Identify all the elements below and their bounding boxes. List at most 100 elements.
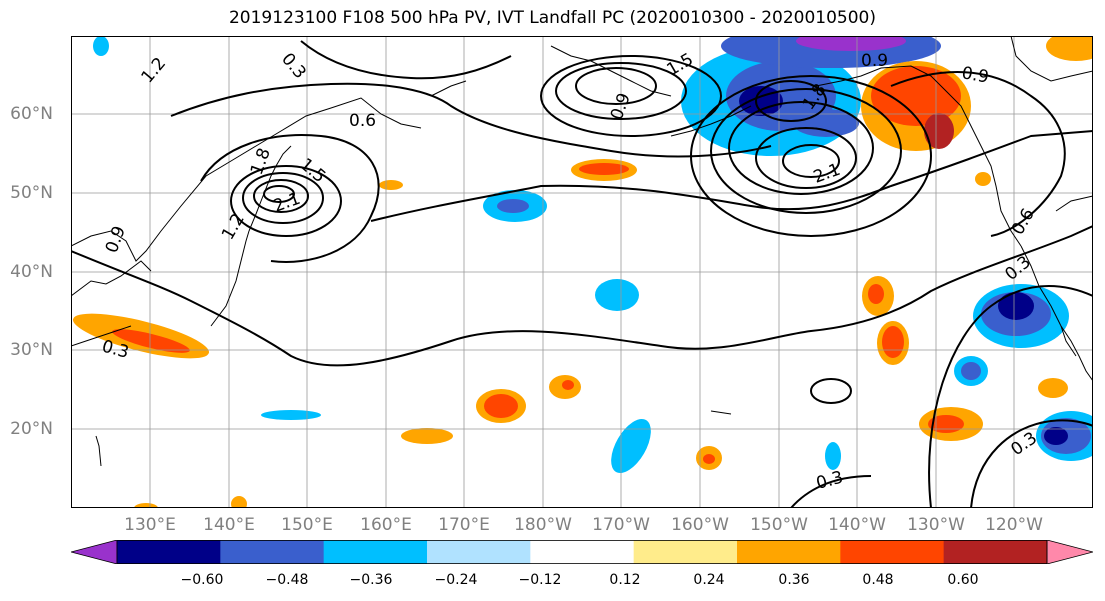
pv-contour-ring bbox=[263, 185, 295, 203]
colorbar-tick-label: −0.60 bbox=[180, 572, 224, 588]
negative-anomaly-patch bbox=[261, 410, 321, 420]
lon-label: 140°E bbox=[203, 515, 255, 535]
pv-contours bbox=[71, 40, 1093, 508]
colorbar-segment bbox=[633, 540, 738, 564]
contour-label: 0.3 bbox=[814, 468, 845, 494]
colorbar bbox=[71, 540, 1093, 564]
colorbar-tick-label: −0.36 bbox=[349, 572, 393, 588]
colorbar-extend-max bbox=[1046, 540, 1093, 564]
positive-anomaly-patch bbox=[562, 380, 574, 390]
lon-label: 180°W bbox=[514, 515, 572, 535]
colorbar-segment bbox=[943, 540, 1048, 564]
shaded-anomalies bbox=[72, 36, 1093, 508]
positive-anomaly-patch bbox=[1038, 378, 1068, 398]
positive-anomaly-patch bbox=[401, 428, 453, 444]
contour-label: 1.2 bbox=[218, 210, 249, 243]
pv-contour-ring bbox=[755, 127, 857, 189]
colorbar-tick-label: 0.48 bbox=[862, 572, 894, 588]
lon-label: 170°W bbox=[592, 515, 650, 535]
negative-anomaly-patch bbox=[825, 442, 841, 470]
colorbar-segment bbox=[530, 540, 635, 564]
colorbar-segment bbox=[323, 540, 428, 564]
negative-anomaly-patch bbox=[961, 362, 981, 380]
lat-label: 60°N bbox=[10, 104, 53, 124]
colorbar-tick-label: 0.60 bbox=[947, 572, 979, 588]
lon-label: 160°E bbox=[360, 515, 412, 535]
contour-label: 0.3 bbox=[277, 49, 310, 83]
lat-label: 30°N bbox=[10, 340, 53, 360]
pv-contour-ring bbox=[253, 179, 309, 213]
positive-anomaly-patch bbox=[1046, 36, 1093, 61]
positive-anomaly-patch bbox=[484, 394, 518, 418]
colorbar-tick-label: −0.24 bbox=[434, 572, 478, 588]
positive-anomaly-patch bbox=[112, 329, 190, 353]
positive-anomaly-patch bbox=[924, 113, 954, 149]
negative-anomaly-patch bbox=[595, 279, 639, 311]
positive-anomaly-patch bbox=[928, 415, 964, 433]
contour-label: 0.3 bbox=[1007, 428, 1041, 460]
pv-contour-ring bbox=[782, 144, 840, 178]
colorbar-segment bbox=[427, 540, 531, 564]
colorbar-tick-label: −0.12 bbox=[518, 572, 562, 588]
contour-label: 1.2 bbox=[138, 54, 171, 88]
colorbar-extend-min bbox=[71, 540, 118, 564]
positive-anomaly-patch bbox=[134, 503, 158, 508]
contour-label: 1.5 bbox=[296, 155, 330, 188]
lon-label: 170°E bbox=[438, 515, 490, 535]
lon-label: 160°W bbox=[671, 515, 729, 535]
pv-contour-ring bbox=[540, 55, 722, 137]
contour-label: 0.3 bbox=[1001, 252, 1035, 285]
positive-anomaly-patch bbox=[579, 163, 629, 175]
pv-contour-ring bbox=[575, 67, 657, 105]
positive-anomaly-patch bbox=[703, 454, 715, 464]
pv-contour-ring bbox=[230, 165, 342, 237]
pv-contour-ring bbox=[810, 378, 852, 404]
pv-contour-ring bbox=[710, 88, 902, 214]
lat-label: 20°N bbox=[10, 419, 53, 439]
lon-label: 130°W bbox=[907, 515, 965, 535]
contour-label: 1.8 bbox=[247, 145, 275, 177]
chart-title: 2019123100 F108 500 hPa PV, IVT Landfall… bbox=[228, 8, 876, 28]
pv-contour-ring bbox=[242, 172, 324, 224]
contour-label: 0.9 bbox=[102, 223, 130, 255]
colorbar-frame bbox=[116, 540, 1048, 564]
positive-anomaly-patch bbox=[882, 326, 904, 358]
colorbar-segment bbox=[220, 540, 325, 564]
positive-anomaly-patch bbox=[975, 172, 991, 186]
contour-label: 0.9 bbox=[960, 63, 990, 87]
pv-contour-ring bbox=[690, 75, 932, 237]
lon-label: 130°E bbox=[124, 515, 176, 535]
negative-anomaly-patch bbox=[1044, 427, 1068, 445]
negative-anomaly-patch bbox=[796, 36, 906, 51]
contour-label: 0.6 bbox=[349, 111, 376, 131]
negative-anomaly-patch bbox=[611, 418, 651, 474]
pv-contour-ring bbox=[555, 62, 687, 120]
positive-anomaly-patch bbox=[868, 284, 884, 304]
lon-label: 150°E bbox=[281, 515, 333, 535]
colorbar-tick-label: 0.12 bbox=[609, 572, 641, 588]
colorbar-segment bbox=[117, 540, 221, 564]
lat-label: 40°N bbox=[10, 262, 53, 282]
colorbar-segment bbox=[737, 540, 841, 564]
negative-anomaly-patch bbox=[497, 199, 529, 213]
contour-label: 0.9 bbox=[861, 51, 888, 71]
positive-anomaly-patch bbox=[379, 180, 403, 190]
negative-anomaly-patch bbox=[93, 36, 109, 56]
lon-label: 140°W bbox=[828, 515, 886, 535]
pv-contour-ring bbox=[755, 80, 827, 122]
positive-anomaly-patch bbox=[871, 66, 961, 126]
negative-anomaly-patch bbox=[998, 292, 1034, 320]
colorbar-tick-label: 0.24 bbox=[693, 572, 725, 588]
negative-anomaly-patch bbox=[793, 109, 859, 137]
colorbar-segment bbox=[840, 540, 945, 564]
coastlines bbox=[71, 36, 1093, 467]
lat-label: 50°N bbox=[10, 183, 53, 203]
colorbar-tick-label: −0.48 bbox=[265, 572, 309, 588]
pv-contour-ring bbox=[728, 101, 874, 195]
colorbar-tick-label: 0.36 bbox=[778, 572, 810, 588]
lon-label: 150°W bbox=[750, 515, 808, 535]
positive-anomaly-patch bbox=[231, 496, 247, 508]
map-panel: 1.2 0.3 0.6 1.8 1.5 2.1 1.2 0.9 0.3 0.9 … bbox=[71, 36, 1093, 508]
lon-label: 120°W bbox=[985, 515, 1043, 535]
map-frame bbox=[71, 36, 1093, 508]
